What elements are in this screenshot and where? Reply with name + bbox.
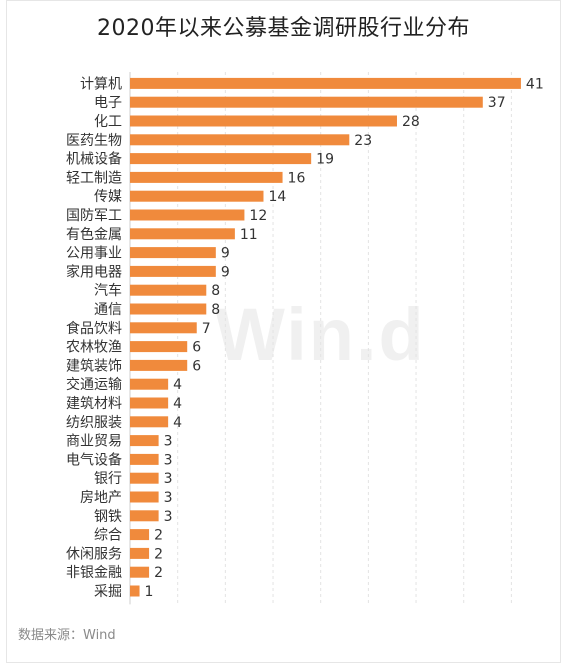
bar-layer	[130, 77, 521, 597]
value-label: 9	[221, 264, 230, 280]
category-label: 有色金属	[66, 226, 122, 243]
bar	[130, 209, 245, 221]
value-label: 6	[192, 358, 201, 374]
bar	[130, 585, 140, 597]
value-label: 1	[145, 584, 154, 600]
bar	[130, 472, 159, 484]
category-label: 纺织服装	[66, 415, 122, 431]
category-label: 商业贸易	[66, 434, 122, 450]
bar	[130, 153, 312, 165]
bar	[130, 77, 521, 89]
value-label: 7	[202, 321, 211, 337]
category-label: 农林牧渔	[66, 340, 122, 356]
chart-title: 2020年以来公募基金调研股行业分布	[97, 16, 470, 41]
bar	[130, 566, 150, 578]
category-label: 家用电器	[66, 263, 122, 280]
value-label: 14	[268, 189, 286, 205]
value-label: 28	[402, 114, 420, 130]
category-label: 医药生物	[66, 133, 122, 149]
bar	[130, 529, 150, 541]
category-label: 综合	[94, 528, 122, 544]
value-label: 11	[240, 227, 258, 243]
value-label: 2	[154, 546, 163, 562]
bar	[130, 510, 159, 522]
source-note: 数据来源：Wind	[18, 628, 116, 643]
category-label: 钢铁	[94, 509, 122, 525]
watermark-logo: Win.d	[215, 293, 426, 376]
value-label: 3	[164, 490, 173, 506]
category-label: 非银金融	[66, 565, 122, 581]
category-label: 食品饮料	[66, 320, 122, 337]
value-label: 2	[154, 528, 163, 544]
value-label: 4	[173, 415, 182, 431]
category-label: 传媒	[94, 189, 122, 205]
bar	[130, 134, 350, 146]
value-label: 3	[164, 471, 173, 487]
bar	[130, 378, 169, 390]
category-label: 电气设备	[66, 451, 122, 468]
value-label: 8	[211, 283, 220, 299]
bar	[130, 228, 235, 240]
category-label: 轻工制造	[66, 170, 122, 186]
value-label: 2	[154, 565, 163, 581]
value-label: 3	[164, 509, 173, 525]
value-label: 4	[173, 377, 182, 393]
category-label: 通信	[94, 302, 122, 318]
category-label: 建筑材料	[66, 396, 122, 412]
category-label: 汽车	[94, 282, 122, 299]
value-label: 23	[354, 133, 372, 149]
bar	[130, 397, 169, 409]
bar	[130, 416, 169, 428]
value-label: 16	[288, 170, 306, 186]
bar	[130, 359, 188, 371]
category-label: 交通运输	[66, 376, 122, 393]
bar	[130, 491, 159, 503]
value-label: 37	[488, 95, 506, 111]
bar	[130, 265, 216, 277]
bar	[130, 322, 197, 334]
category-label: 公用事业	[66, 246, 122, 262]
bar	[130, 190, 264, 202]
category-label: 机械设备	[66, 151, 122, 168]
bar	[130, 115, 397, 127]
bar	[130, 96, 483, 108]
value-label: 19	[316, 152, 334, 168]
bar	[130, 171, 283, 183]
value-label: 3	[164, 434, 173, 450]
category-label: 采掘	[94, 584, 122, 600]
bar	[130, 303, 207, 315]
value-label: 41	[526, 76, 544, 92]
value-label: 8	[211, 302, 220, 318]
category-label: 房地产	[80, 490, 122, 506]
value-label: 9	[221, 246, 230, 262]
category-label: 化工	[94, 114, 122, 130]
bar	[130, 284, 207, 296]
bar	[130, 247, 216, 259]
category-label: 休闲服务	[66, 546, 122, 562]
bar	[130, 453, 159, 465]
category-label: 国防军工	[66, 208, 122, 224]
chart-frame	[6, 0, 561, 663]
bar	[130, 435, 159, 447]
value-label: 3	[164, 452, 173, 468]
value-label: 4	[173, 396, 182, 412]
bar	[130, 547, 150, 559]
category-label: 计算机	[80, 76, 122, 92]
category-label: 电子	[94, 95, 122, 111]
bar	[130, 341, 188, 353]
category-label: 建筑装饰	[66, 358, 122, 374]
category-label: 银行	[94, 471, 122, 487]
value-label: 6	[192, 340, 201, 356]
value-label: 12	[249, 208, 267, 224]
